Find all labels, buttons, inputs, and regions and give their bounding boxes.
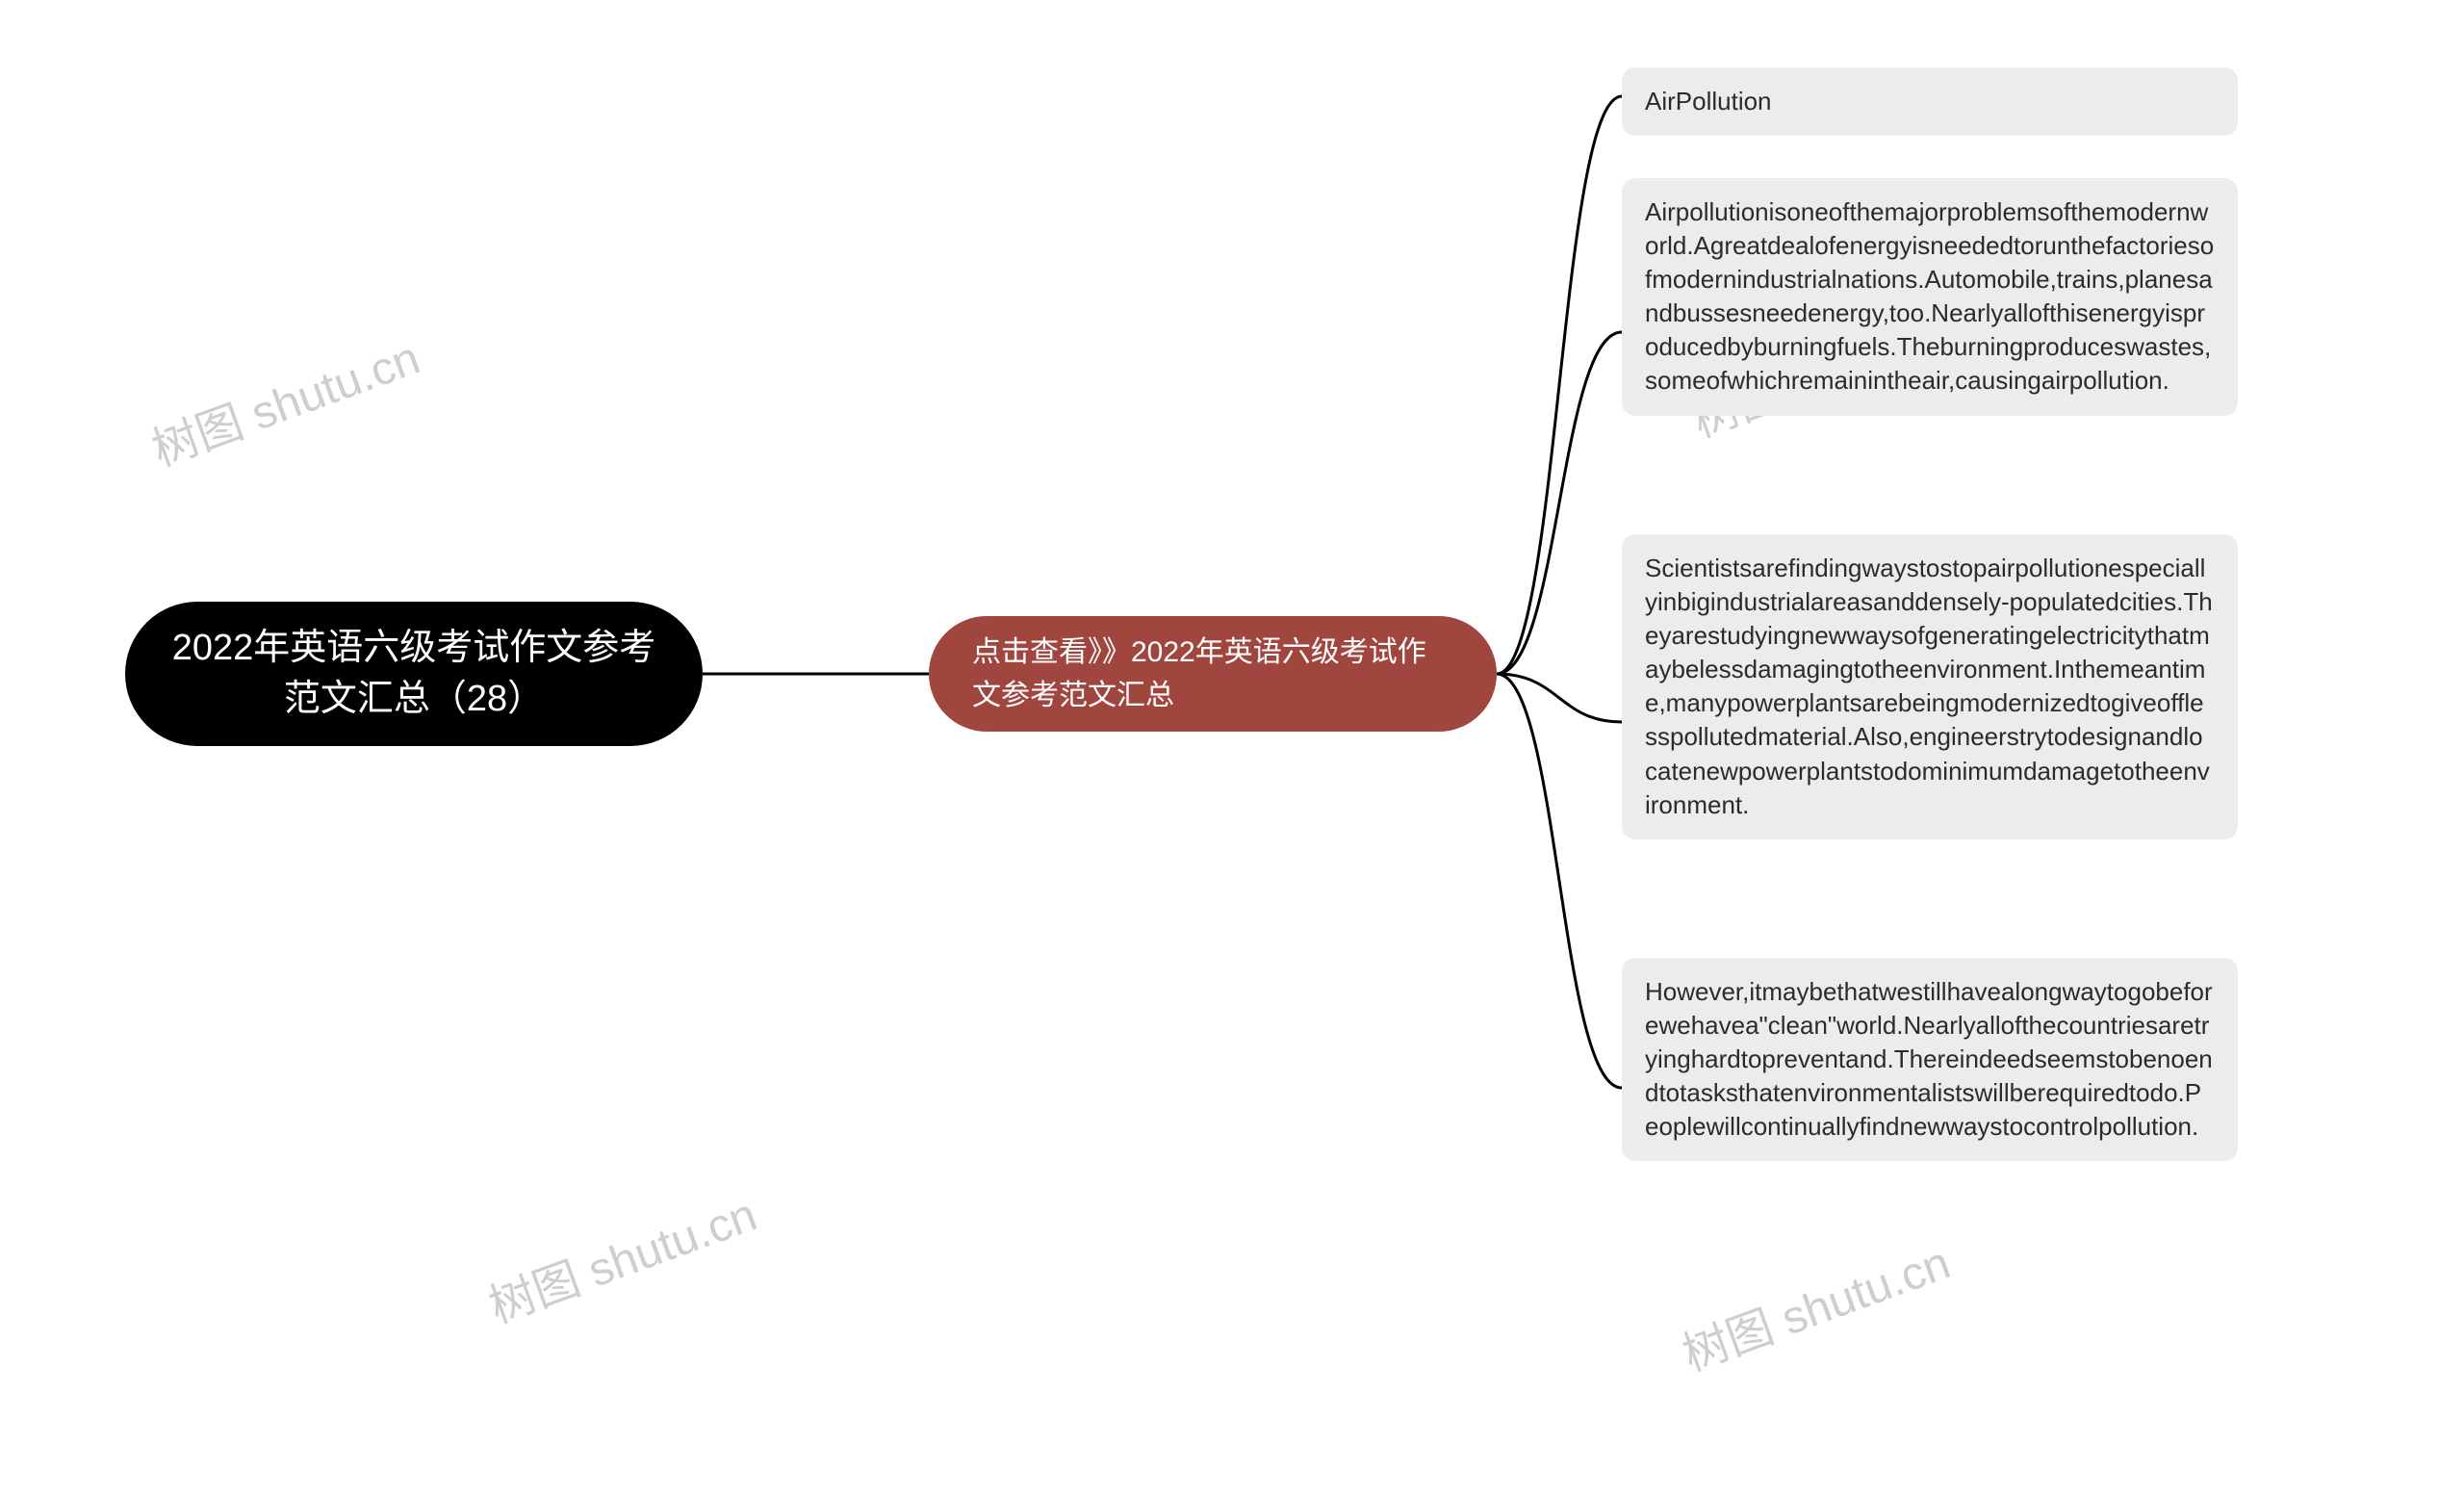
watermark: 树图 shutu.cn: [478, 1176, 764, 1335]
leaf-node[interactable]: AirPollution: [1622, 67, 2238, 136]
leaf-node-label: However,itmaybethatwestillhavealongwayto…: [1645, 977, 2213, 1141]
branch-node-label: 点击查看》》2022年英语六级考试作文参考范文汇总: [972, 631, 1453, 717]
watermark: 树图 shutu.cn: [1672, 1224, 1958, 1383]
watermark: 树图 shutu.cn: [141, 320, 427, 478]
leaf-node-label: Scientistsarefindingwaystostopairpolluti…: [1645, 554, 2213, 819]
root-node-label: 2022年英语六级考试作文参考范文汇总（28）: [164, 623, 664, 725]
leaf-node-label: Airpollutionisoneofthemajorproblemsofthe…: [1645, 197, 2214, 395]
branch-node[interactable]: 点击查看》》2022年英语六级考试作文参考范文汇总: [929, 616, 1497, 732]
leaf-node[interactable]: However,itmaybethatwestillhavealongwayto…: [1622, 958, 2238, 1161]
leaf-node[interactable]: Scientistsarefindingwaystostopairpolluti…: [1622, 534, 2238, 839]
leaf-node[interactable]: Airpollutionisoneofthemajorproblemsofthe…: [1622, 178, 2238, 416]
leaf-node-label: AirPollution: [1645, 87, 1772, 116]
root-node[interactable]: 2022年英语六级考试作文参考范文汇总（28）: [125, 602, 703, 746]
